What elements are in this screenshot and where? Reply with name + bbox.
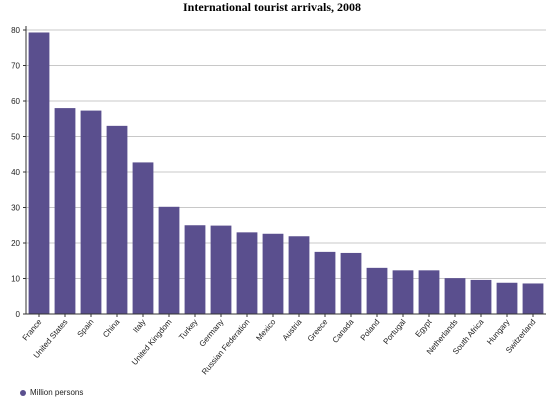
y-tick-label: 20 xyxy=(11,239,20,248)
bar xyxy=(366,267,388,314)
bar xyxy=(184,225,206,314)
gridlines xyxy=(26,29,546,279)
y-tick-label: 60 xyxy=(11,97,20,106)
x-tick-label: Turkey xyxy=(177,318,199,342)
x-tick-label: Portugal xyxy=(381,317,407,346)
bar xyxy=(28,32,50,315)
bar xyxy=(210,225,232,314)
bars xyxy=(28,32,544,315)
bar xyxy=(54,108,76,314)
y-tick-label: 40 xyxy=(11,168,20,177)
bar xyxy=(80,110,102,315)
y-tick-label: 70 xyxy=(11,62,20,71)
bar xyxy=(418,270,440,314)
y-tick-label: 10 xyxy=(11,275,20,284)
y-axis: 0 10 20 30 40 50 60 70 80 xyxy=(11,26,27,319)
bar xyxy=(106,125,128,314)
x-tick-label: Russian Federation xyxy=(200,318,251,377)
legend-label: Million persons xyxy=(30,388,84,397)
x-tick-label: Italy xyxy=(131,318,147,335)
x-tick-label: Greece xyxy=(306,317,330,343)
y-tick-label: 80 xyxy=(11,26,20,35)
x-tick-label: Mexico xyxy=(254,317,278,343)
bar xyxy=(132,162,154,314)
x-tick-label: Hungary xyxy=(485,318,511,347)
y-tick-label: 0 xyxy=(16,310,21,319)
bar xyxy=(314,251,336,314)
chart-title: International tourist arrivals, 2008 xyxy=(183,0,361,14)
bar xyxy=(444,278,466,314)
bar xyxy=(158,206,180,314)
y-tick-label: 50 xyxy=(11,133,20,142)
legend: Million persons xyxy=(20,388,83,397)
x-tick-label: Spain xyxy=(75,318,95,339)
x-tick-label: China xyxy=(101,317,122,339)
bar xyxy=(236,232,258,314)
bar xyxy=(392,270,414,314)
legend-swatch xyxy=(20,389,26,396)
x-tick-label: Egypt xyxy=(413,317,434,339)
x-tick-label: Poland xyxy=(359,318,382,343)
bar xyxy=(262,233,284,314)
bar xyxy=(340,252,362,314)
y-tick-label: 30 xyxy=(11,204,20,213)
x-tick-label: Austria xyxy=(281,317,304,342)
x-tick-label: Canada xyxy=(331,317,356,345)
bar xyxy=(496,282,518,314)
bar xyxy=(288,236,310,314)
bar xyxy=(470,279,492,314)
bar xyxy=(522,283,544,314)
x-tick-label: France xyxy=(21,317,44,342)
